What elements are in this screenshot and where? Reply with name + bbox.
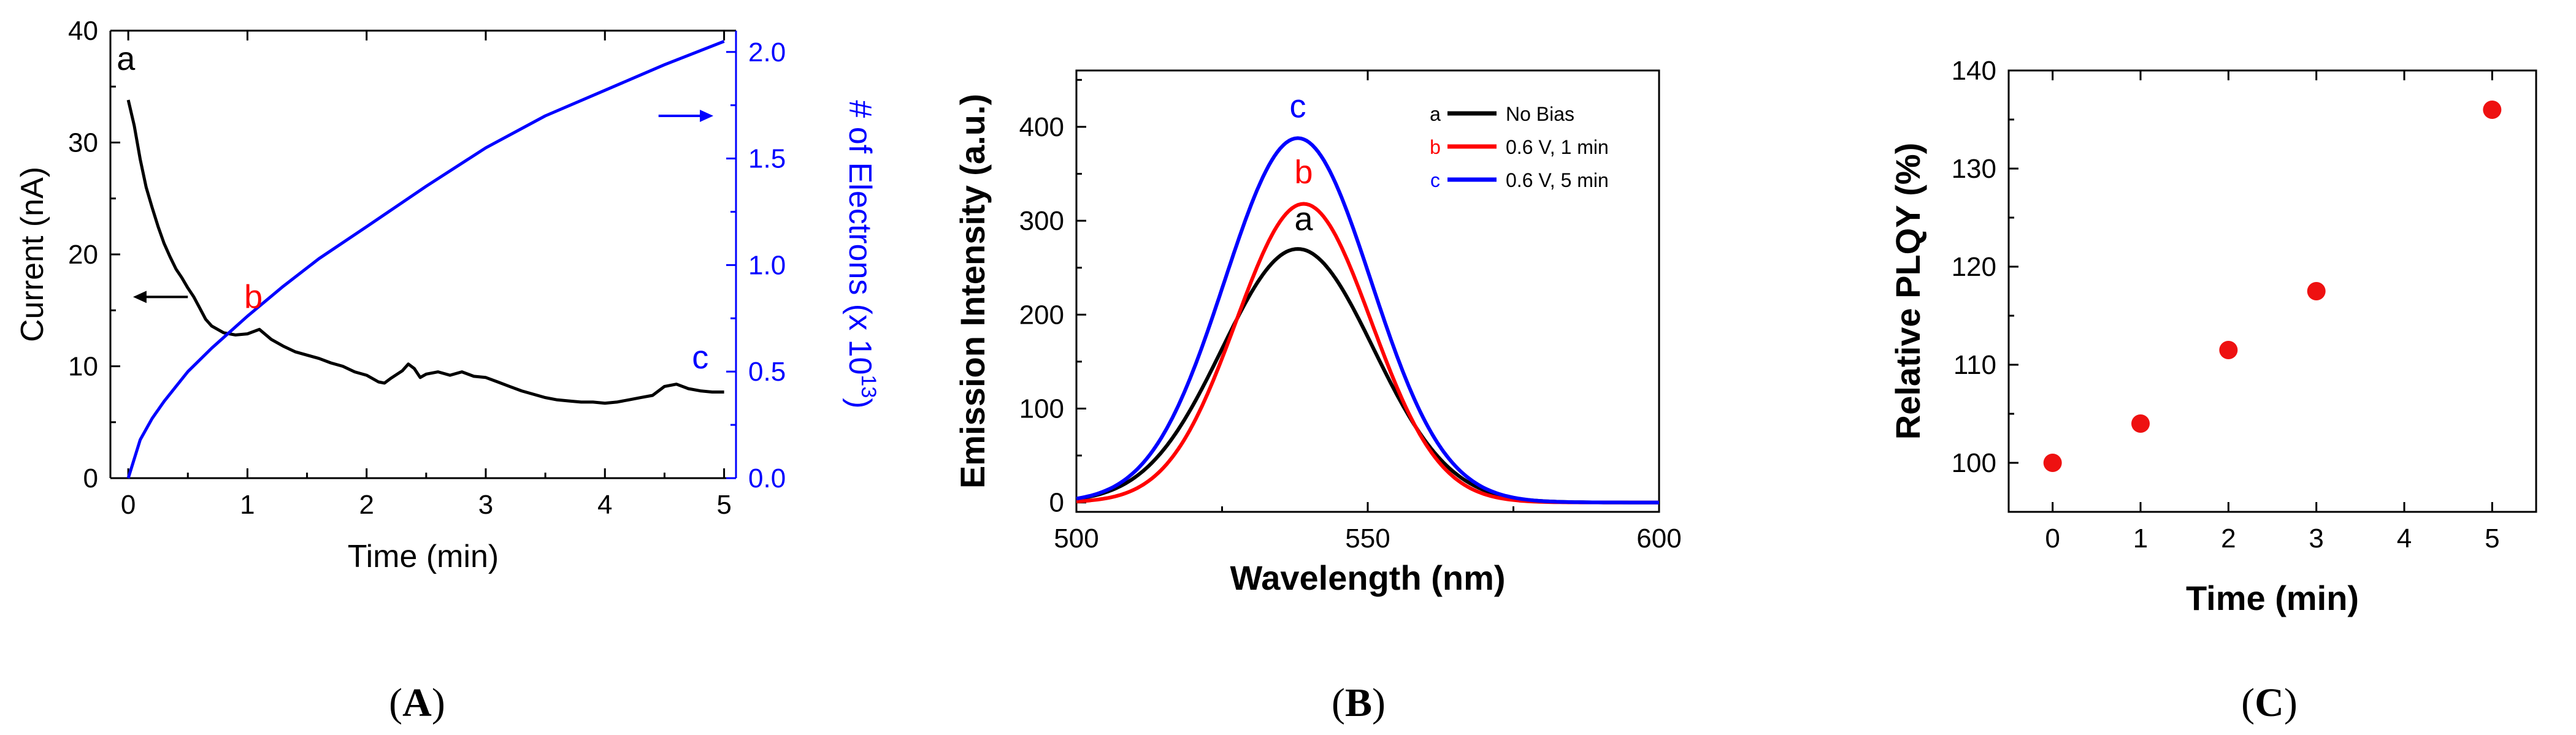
panel-b-legend-label-c: 0.6 V, 5 min <box>1506 169 1609 191</box>
panel-c-label-open: ( <box>2241 680 2255 725</box>
panel-b-ytick-label: 100 <box>1019 394 1064 424</box>
panel-c-xtick-label: 3 <box>2309 524 2323 554</box>
panel-a-ylabel: Current (nA) <box>15 167 50 342</box>
panel-c-ytick-label: 130 <box>1952 154 1996 184</box>
panel-b-legend-label-b: 0.6 V, 1 min <box>1506 136 1609 158</box>
panel-c-xtick-label: 5 <box>2485 524 2499 554</box>
panel-a-label-letter: A <box>402 680 432 725</box>
panel-a-annotation-b: b <box>244 279 263 316</box>
panel-c-xtick-label: 0 <box>2045 524 2060 554</box>
panel-a-y2label: # of Electrons (x 1013) <box>842 100 880 408</box>
panel-b-xtick-label: 600 <box>1636 524 1681 554</box>
panel-c-label-letter: C <box>2255 680 2284 725</box>
panel-c-label-close: ) <box>2284 680 2298 725</box>
panel-a-xtick-label: 5 <box>716 490 731 520</box>
panel-b-ylabel: Emission Intensity (a.u.) <box>953 94 992 489</box>
panel-b-label: (B) <box>1332 680 1386 725</box>
panel-a-y2tick-label: 1.5 <box>748 144 786 174</box>
panel-b-legend-marker-b: b <box>1430 136 1441 158</box>
panel-a-series-current-line <box>126 99 724 405</box>
panel-c-data-point <box>2307 282 2326 300</box>
panel-c-ytick-label: 120 <box>1952 252 1996 282</box>
panel-a-current-axis-arrowhead <box>132 291 147 303</box>
panel-b-annotation-c: c <box>1290 88 1306 125</box>
panel-a-y2tick-label: 1.0 <box>748 250 786 280</box>
panel-b-label-open: ( <box>1332 680 1345 725</box>
panel-c-data-point <box>2219 341 2238 359</box>
panel-a-y2tick-label: 0.5 <box>748 357 786 387</box>
panel-a-y2tick-label: 2.0 <box>748 37 786 67</box>
panel-a-y2tick-label: 0.0 <box>748 463 786 493</box>
panel-c-plqy-chart: 0 1 2 3 4 5 100 110 120 130 140 Time (min) Relative … <box>1888 56 2537 617</box>
panel-c-ytick-label: 140 <box>1952 56 1996 86</box>
panel-b-legend-marker-a: a <box>1430 103 1441 125</box>
panel-b-series-c-line <box>1076 136 1659 505</box>
panel-a-annotation-c: c <box>692 339 708 376</box>
panel-b-label-close: ) <box>1372 680 1386 725</box>
panel-a-xtick-label: 4 <box>597 490 612 520</box>
panel-a-xtick-label: 2 <box>359 490 374 520</box>
panel-c-data-point <box>2131 414 2150 433</box>
panel-a-ytick-label: 0 <box>83 463 98 493</box>
panel-a-annotation-a: a <box>117 40 136 77</box>
panel-a-xtick-label: 1 <box>240 490 255 520</box>
panel-c-ylabel: Relative PLQY (%) <box>1888 143 1927 440</box>
panel-a-y2label-exponent: 13 <box>857 375 880 398</box>
panel-b-ytick-label: 400 <box>1019 112 1064 142</box>
panel-a-ytick-label: 20 <box>68 240 98 270</box>
panel-c-xlabel: Time (min) <box>2186 579 2359 617</box>
panel-a-y2label-prefix: # of Electrons (x 10 <box>842 100 878 375</box>
panel-b-ytick-label: 200 <box>1019 300 1064 330</box>
panel-c-axes-frame <box>2007 69 2537 513</box>
panel-c-data-point <box>2483 101 2502 119</box>
panel-b-label-letter: B <box>1345 680 1372 725</box>
panel-a-series-electrons-line <box>126 40 725 479</box>
panel-a-current-electrons-chart: 0 1 2 3 4 5 0 10 20 30 40 0.0 0.5 1.0 1.5 2.0 a b c Time (m… <box>15 16 880 574</box>
panel-c-xtick-label: 2 <box>2221 524 2236 554</box>
panel-b-legend-label-a: No Bias <box>1506 103 1574 125</box>
panel-c-ytick-label: 100 <box>1952 448 1996 478</box>
panel-a-label: (A) <box>389 680 445 725</box>
panel-b-series-b-line <box>1076 202 1659 505</box>
panel-a-xtick-label: 0 <box>121 490 136 520</box>
panel-c-ytick-label: 110 <box>1953 350 1996 380</box>
panel-a-y2label-suffix: ) <box>842 398 878 408</box>
panel-b-ytick-label: 300 <box>1019 206 1064 236</box>
panel-a-ytick-label: 40 <box>68 16 98 46</box>
panel-a-ytick-label: 30 <box>68 128 98 158</box>
panel-b-annotation-b: b <box>1294 154 1313 191</box>
panel-a-label-open: ( <box>389 680 402 725</box>
panel-c-label: (C) <box>2241 680 2298 725</box>
panel-b-xlabel: Wavelength (nm) <box>1230 558 1505 597</box>
panel-b-xtick-label: 500 <box>1054 524 1098 554</box>
panel-b-series-a-line <box>1076 247 1659 505</box>
panel-a-xlabel: Time (min) <box>348 539 499 574</box>
panel-a-ytick-label: 10 <box>68 352 98 382</box>
panel-c-xtick-label: 4 <box>2397 524 2412 554</box>
panel-b-ytick-label: 0 <box>1049 488 1064 518</box>
panel-b-legend-marker-c: c <box>1430 169 1440 191</box>
panel-a-xtick-label: 3 <box>478 490 493 520</box>
panel-b-xtick-label: 550 <box>1345 524 1390 554</box>
panel-c-data-point <box>2043 454 2062 472</box>
panel-a-label-close: ) <box>432 680 445 725</box>
panel-a-electrons-axis-arrowhead <box>700 110 714 123</box>
panel-c-xtick-label: 1 <box>2133 524 2148 554</box>
panel-b-annotation-a: a <box>1294 200 1313 237</box>
